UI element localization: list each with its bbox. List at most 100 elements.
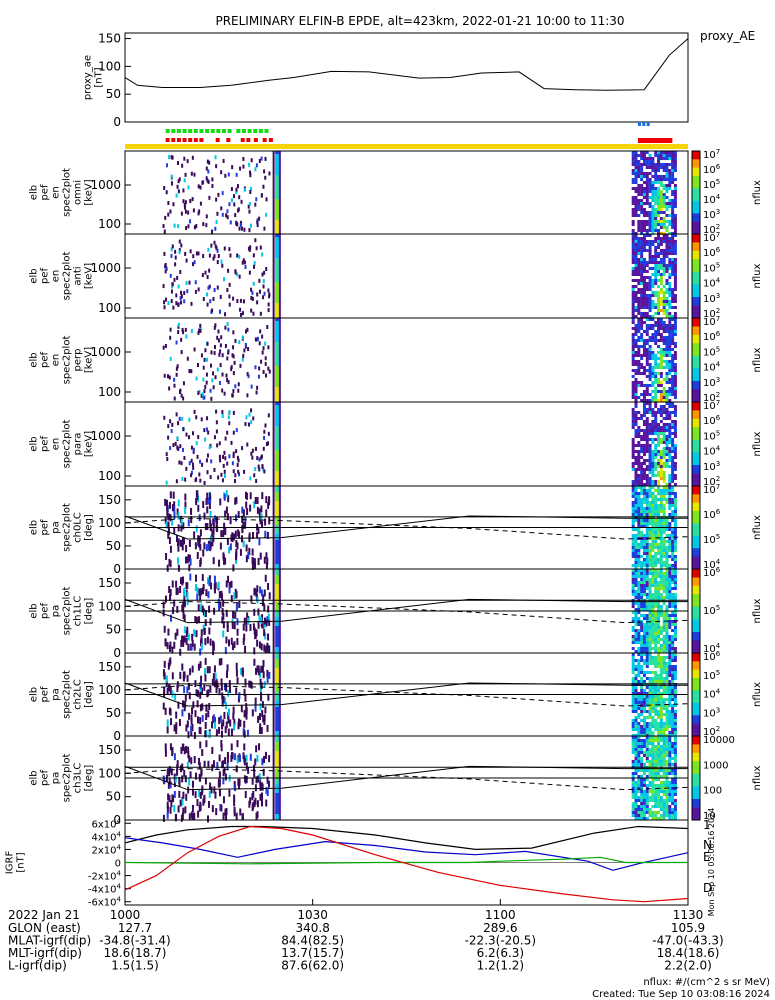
flux-pixel [232, 454, 235, 459]
flux-pixel [668, 525, 672, 528]
flux-pixel [671, 614, 675, 617]
flux-pixel [278, 745, 281, 748]
flux-pixel [224, 726, 227, 734]
flux-pixel [278, 668, 281, 671]
flux-pixel [169, 657, 172, 665]
flux-pixel [184, 205, 187, 210]
flux-pixel [640, 575, 644, 578]
flux-pixel [668, 163, 672, 166]
colorbar-tick-label: 106 [703, 163, 721, 176]
flux-pixel [659, 414, 663, 417]
flux-pixel [259, 678, 262, 686]
flux-pixel [645, 641, 649, 644]
flux-pixel [164, 707, 167, 715]
flux-pixel [177, 544, 180, 552]
flux-pixel [668, 151, 672, 154]
flux-pixel [278, 348, 281, 351]
flux-pixel [226, 670, 229, 678]
flux-pixel [645, 459, 649, 462]
flux-pixel [631, 647, 635, 650]
flux-pixel [648, 462, 652, 465]
flux-pixel [230, 440, 233, 445]
flux-pixel [255, 246, 258, 251]
flux-pixel [665, 462, 669, 465]
flux-pixel [179, 799, 182, 807]
flux-pixel [671, 300, 675, 303]
flux-pixel [272, 226, 275, 229]
flux-pixel [645, 306, 649, 309]
flux-pixel [673, 154, 677, 157]
flux-pixel [248, 228, 251, 233]
flux-pixel [278, 390, 281, 393]
flux-pixel [662, 309, 666, 312]
flux-pixel [631, 587, 635, 590]
flux-pixel [278, 665, 281, 668]
flux-pixel [278, 504, 281, 507]
ylabel-line: elb [29, 436, 40, 451]
flux-pixel [662, 644, 666, 647]
flux-pixel [634, 327, 638, 330]
flux-pixel [634, 390, 638, 393]
colorbar-cell [692, 410, 700, 416]
flux-pixel [640, 157, 644, 160]
flux-pixel [199, 592, 202, 600]
flux-pixel [201, 587, 204, 595]
flux-pixel [673, 698, 677, 701]
flux-pixel [662, 525, 666, 528]
flux-pixel [654, 339, 658, 342]
flux-pixel [187, 746, 190, 754]
flux-pixel [278, 429, 281, 432]
flux-pixel [654, 378, 658, 381]
flux-pixel [182, 537, 185, 545]
colorbar-cell [692, 606, 700, 612]
flux-pixel [278, 267, 281, 270]
green-marker [227, 129, 232, 133]
colorbar-label: nflux [752, 598, 763, 623]
flux-pixel [176, 161, 179, 166]
flux-pixel [184, 556, 187, 564]
flux-pixel [659, 716, 663, 719]
flux-pixel [236, 462, 239, 467]
flux-pixel [259, 552, 262, 560]
flux-pixel [671, 504, 675, 507]
flux-pixel [267, 502, 270, 510]
flux-pixel [631, 492, 635, 495]
flux-pixel [278, 486, 281, 489]
flux-pixel [651, 707, 655, 710]
flux-pixel [278, 707, 281, 710]
flux-pixel [645, 249, 649, 252]
flux-pixel [659, 384, 663, 387]
colorbar-cell [692, 477, 700, 483]
flux-pixel [645, 549, 649, 552]
flux-pixel [637, 522, 641, 525]
flux-pixel [212, 648, 215, 656]
flux-pixel [275, 611, 280, 614]
colorbar-tick-label: 105 [703, 261, 720, 274]
flux-pixel [671, 342, 675, 345]
flux-pixel [272, 486, 275, 489]
flux-pixel [648, 650, 652, 653]
red-marker [253, 138, 258, 142]
flux-pixel [229, 686, 232, 694]
flux-pixel [272, 581, 275, 584]
flux-pixel [662, 537, 666, 540]
flux-pixel [637, 237, 641, 240]
flux-pixel [634, 632, 638, 635]
flux-pixel [642, 614, 646, 617]
flux-pixel [662, 223, 666, 226]
flux-pixel [209, 492, 212, 500]
flux-pixel [231, 393, 234, 398]
flux-pixel [272, 635, 275, 638]
flux-pixel [657, 223, 661, 226]
flux-pixel [654, 572, 658, 575]
flux-pixel [180, 518, 183, 526]
flux-pixel [278, 683, 281, 686]
flux-pixel [185, 582, 188, 590]
flux-pixel [204, 721, 207, 729]
flux-pixel [642, 243, 646, 246]
flux-pixel [645, 513, 649, 516]
flux-pixel [665, 214, 669, 217]
flux-pixel [631, 234, 635, 237]
